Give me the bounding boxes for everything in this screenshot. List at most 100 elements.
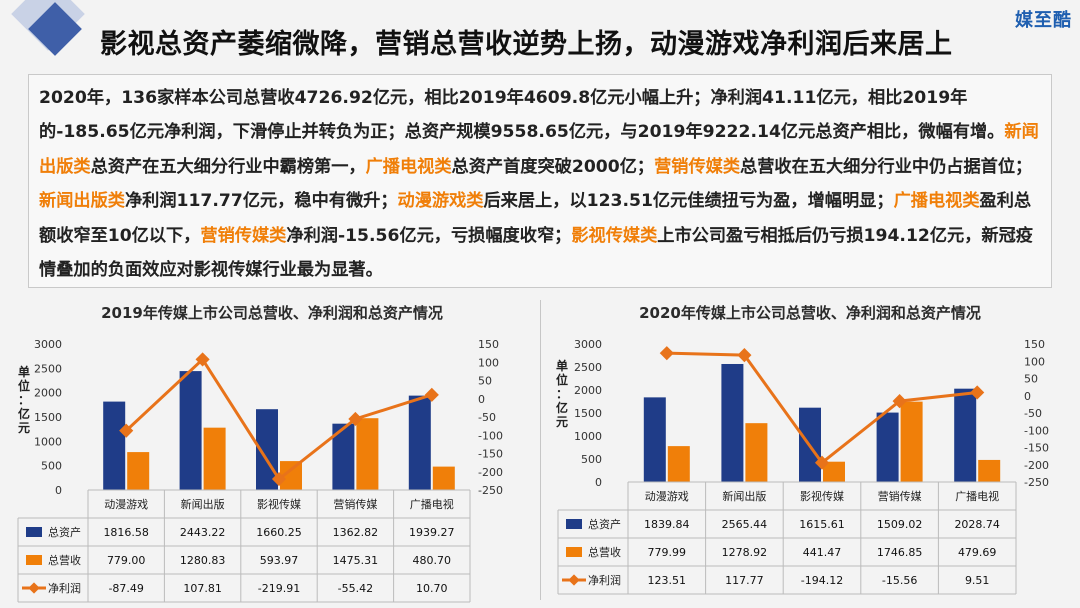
category-label: 广播电视	[410, 497, 454, 511]
y2-tick-label: 150	[1024, 338, 1045, 351]
table-cell-value: 1660.25	[256, 526, 302, 539]
y2-tick-label: 150	[478, 338, 499, 351]
table-cell-value: 480.70	[413, 554, 452, 567]
table-cell-value: 593.97	[260, 554, 299, 567]
table-cell-value: 1475.31	[333, 554, 379, 567]
table-cell-value: 10.70	[416, 582, 448, 595]
table-cell-value: 1362.82	[333, 526, 379, 539]
y-axis-unit-char: 亿	[18, 406, 30, 421]
y-axis-unit-char: 元	[556, 415, 568, 429]
y2-tick-label: 50	[478, 375, 492, 388]
summary-highlight: 营销传媒类	[654, 156, 741, 177]
table-cell-value: -87.49	[108, 582, 143, 595]
category-label: 影视传媒	[800, 489, 844, 503]
legend-label: 净利润	[48, 581, 81, 595]
category-label: 动漫游戏	[645, 489, 689, 503]
chart-2019: 2019年传媒上市公司总营收、净利润和总资产情况单位：亿元 0 500 1000 150…	[0, 296, 540, 608]
category-label: 营销传媒	[878, 489, 922, 503]
y2-tick-label: -200	[1024, 459, 1049, 472]
y2-tick-label: 0	[478, 393, 485, 406]
table-cell-value: -15.56	[882, 574, 917, 587]
table-cell-value: -55.42	[338, 582, 373, 595]
y2-tick-label: -250	[478, 484, 503, 497]
table-cell-value: 1280.83	[180, 554, 226, 567]
y-tick-label: 0	[595, 476, 602, 489]
page-title: 影视总资产萎缩微降，营销总营收逆势上扬，动漫游戏净利润后来居上	[100, 29, 953, 60]
table-cell-value: 1816.58	[103, 526, 149, 539]
profit-point	[659, 346, 674, 361]
chart-2020-svg: 2020年传媒上市公司总营收、净利润和总资产情况单位：亿元05001000150…	[556, 304, 1049, 595]
bar-revenue	[667, 446, 690, 482]
chart-title: 2019年传媒上市公司总营收、净利润和总资产情况	[101, 304, 443, 322]
legend-swatch	[26, 555, 42, 565]
y-tick-label: 2000	[34, 387, 62, 400]
y-tick-label: 3000	[574, 338, 602, 351]
summary-highlight: 新闻出版类	[39, 191, 125, 212]
y-tick-label: 3000	[34, 338, 62, 351]
y-tick-label: 2500	[34, 362, 62, 375]
table-cell-value: 1278.92	[722, 546, 768, 559]
y-axis-unit-char: 单	[556, 358, 568, 373]
brand-logo: 媒至酷	[1015, 10, 1072, 31]
bar-revenue	[203, 427, 226, 490]
category-label: 动漫游戏	[104, 497, 148, 511]
summary-highlight: 广播电视类	[365, 156, 452, 177]
bar-revenue	[900, 401, 923, 482]
legend-label: 总营收	[588, 545, 621, 559]
legend-swatch	[566, 519, 582, 529]
bar-assets	[954, 388, 977, 482]
y-tick-label: 2500	[574, 361, 602, 374]
y2-tick-label: -100	[1024, 424, 1049, 437]
table-cell-value: 1509.02	[877, 518, 923, 531]
category-label: 新闻出版	[181, 497, 225, 511]
y-axis-unit-char: ：	[556, 387, 568, 401]
legend-swatch-marker	[568, 574, 580, 586]
summary-paragraph: 2020年，136家样本公司总营收4726.92亿元，相比2019年4609.8…	[28, 74, 1052, 288]
summary-text: 总资产首度突破2000亿；	[451, 156, 655, 177]
table-cell-value: 2028.74	[954, 518, 1000, 531]
summary-text: 上市公司盈亏相抵后仍亏损194.12亿元，新冠疫情叠加的负面效应对影视传媒行业最…	[39, 225, 1033, 281]
profit-point	[271, 471, 287, 487]
y2-tick-label: -50	[1024, 407, 1042, 420]
legend-label: 净利润	[588, 573, 621, 587]
summary-text: 净利润117.77亿元，稳中有微升；	[124, 191, 398, 212]
profit-point	[424, 387, 439, 402]
table-cell-value: -219.91	[258, 582, 300, 595]
y-tick-label: 500	[581, 453, 602, 466]
y-tick-label: 500	[41, 460, 62, 473]
y-tick-label: 2000	[574, 384, 602, 397]
y-axis-unit-char: 亿	[556, 400, 568, 415]
chart-2019-svg: 2019年传媒上市公司总营收、净利润和总资产情况单位：亿元05001000150…	[17, 304, 503, 603]
table-cell-value: 1939.27	[409, 526, 455, 539]
summary-highlight: 影视传媒类	[571, 225, 658, 246]
legend-label: 总资产	[48, 525, 81, 539]
y-axis-unit-char: 位	[18, 378, 30, 393]
table-cell-value: 779.00	[107, 554, 146, 567]
diamond-decoration	[11, 0, 85, 56]
summary-text: 总资产在五大细分行业中霸榜第一，	[90, 156, 366, 177]
profit-point	[814, 455, 830, 470]
bar-assets	[408, 395, 431, 490]
summary-text: 后来居上，以123.51亿元佳绩扭亏为盈，增幅明显；	[483, 191, 894, 212]
summary-highlight: 动漫游戏类	[397, 191, 484, 212]
y-tick-label: 1000	[34, 435, 62, 448]
y2-tick-label: -250	[1024, 476, 1049, 489]
y2-tick-label: -150	[478, 448, 503, 461]
table-cell-value: 441.47	[803, 546, 842, 559]
y2-tick-label: 0	[1024, 390, 1031, 403]
profit-line	[666, 351, 978, 465]
table-cell-value: -194.12	[801, 574, 843, 587]
table-cell-value: 9.51	[965, 574, 990, 587]
bar-revenue	[280, 461, 302, 490]
legend-swatch	[26, 527, 42, 537]
category-label: 营销传媒	[333, 497, 377, 511]
bar-revenue	[127, 452, 150, 490]
diamond-front	[28, 2, 82, 56]
legend-swatch	[566, 547, 582, 557]
y2-tick-label: 50	[1024, 373, 1038, 386]
table-cell-value: 779.99	[648, 546, 687, 559]
table-cell-value: 2443.22	[180, 526, 226, 539]
bar-assets	[103, 401, 126, 490]
table-cell-value: 1615.61	[799, 518, 845, 531]
